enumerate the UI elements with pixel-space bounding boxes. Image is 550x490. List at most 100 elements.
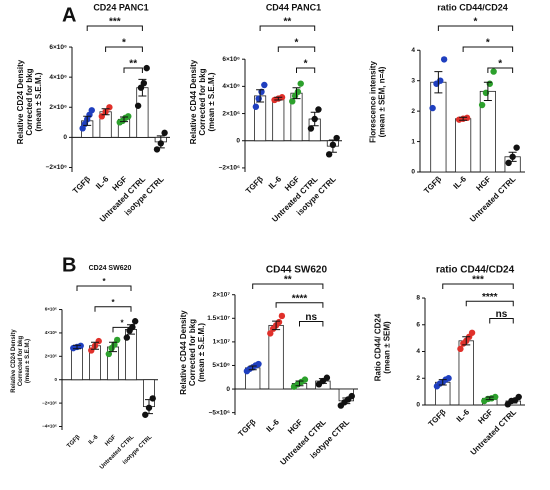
significance-label: * [122, 38, 126, 49]
error-bar [295, 380, 304, 387]
data-point [490, 68, 497, 75]
data-point [161, 129, 168, 137]
error-bar [73, 344, 81, 350]
error-bar [101, 108, 110, 116]
error-bar [138, 78, 147, 97]
significance-bracket [112, 326, 132, 333]
y-axis-label: Relative CD24 DensityCorrected for bkg(m… [11, 329, 31, 393]
y-tick-label: 4×10⁶ [45, 330, 57, 335]
data-point [307, 125, 315, 132]
y-tick-label: 1 [411, 138, 415, 145]
data-point [95, 337, 102, 345]
y-tick-label: 2 [416, 375, 420, 382]
error-bar [318, 378, 327, 384]
significance-label: **** [482, 292, 498, 303]
y-axis-label: Relative CD44 DensityCorrected for bkg(m… [179, 310, 206, 395]
data-point [275, 318, 283, 326]
significance-bracket [462, 46, 514, 52]
significance-bracket [86, 25, 143, 31]
error-bar [292, 87, 301, 100]
data-point [140, 79, 148, 87]
data-point [445, 375, 452, 382]
x-tick-label: HGF [476, 407, 494, 425]
significance-label: * [474, 17, 478, 28]
chart-title: CD24 PANC1 [93, 2, 148, 12]
significance-label: * [111, 298, 115, 307]
data-point [106, 104, 113, 111]
y-axis-label-line: (mean ± SEM, n=4) [378, 66, 387, 137]
significance-bracket [105, 46, 143, 52]
chart-title: CD44 PANC1 [266, 2, 321, 12]
significance-label: ns [496, 309, 508, 320]
chart-title: CD24 SW620 [89, 265, 132, 272]
error-bar [462, 336, 471, 346]
data-point [478, 101, 486, 109]
data-point [278, 312, 286, 320]
y-axis-label-line: Relative CD44 Density [189, 59, 198, 144]
error-bar [120, 116, 128, 123]
data-point [142, 411, 149, 418]
bar [254, 95, 267, 142]
error-bar [508, 151, 517, 162]
data-point [513, 144, 520, 151]
x-tick-label: TGFβ [236, 417, 257, 438]
y-tick-label: 6×10⁶ [49, 44, 67, 51]
data-point [143, 64, 150, 72]
data-point [252, 103, 260, 110]
significance-label: **** [292, 293, 308, 304]
significance-label: ** [284, 17, 292, 28]
x-tick-label: TGFβ [66, 434, 82, 450]
significance-bracket [252, 283, 324, 289]
chart-title: ratio CD44/CD24 [437, 2, 508, 12]
y-axis-label-line: Corrected for bkg [188, 319, 197, 386]
significance-bracket [275, 302, 324, 308]
x-tick-label: HGF [474, 174, 492, 192]
data-point [440, 56, 448, 63]
data-point [149, 395, 156, 402]
y-axis-label-line: (mean ± SEM) [383, 321, 392, 374]
data-point [88, 107, 95, 114]
data-point [492, 393, 499, 401]
y-tick-label: 2 [411, 108, 415, 115]
y-tick-label: 0 [226, 386, 230, 393]
y-tick-label: 0 [54, 377, 57, 382]
y-axis-label-line: Relative CD24 Density [16, 59, 25, 144]
data-point [105, 350, 113, 358]
data-point [468, 329, 476, 336]
error-bar [509, 398, 518, 404]
y-tick-label: 3 [411, 77, 415, 84]
data-point [261, 81, 268, 89]
x-tick-label: TGFβ [427, 407, 448, 428]
data-point [505, 159, 512, 167]
error-bar [485, 396, 494, 401]
y-tick-label: 0 [416, 402, 420, 409]
data-point [153, 146, 161, 153]
error-bar [328, 139, 337, 153]
y-tick-label: 8 [416, 295, 420, 302]
data-point [315, 106, 322, 113]
significance-label: * [295, 38, 299, 49]
y-axis-label-line: Relative CD24 Density [11, 329, 17, 393]
significance-label: ns [305, 312, 317, 323]
data-point [294, 88, 302, 96]
x-tick-label: TGFβ [422, 174, 443, 195]
error-bar [310, 111, 319, 127]
y-axis-label: Florescence intensity(mean ± SEM, n=4) [369, 61, 387, 143]
significance-label: * [120, 319, 124, 328]
data-point [134, 102, 142, 109]
y-axis-label: Relative CD24 DensityCorrected for bkg(m… [16, 59, 43, 144]
significance-bracket [489, 318, 514, 324]
y-axis-label-line: Relative CD44 Density [179, 310, 188, 395]
significance-label: ** [284, 275, 292, 286]
y-tick-label: −4×10⁶ [42, 424, 57, 429]
significance-bracket [76, 285, 132, 291]
error-bar [274, 96, 283, 101]
significance-bracket [442, 283, 514, 289]
significance-bracket [296, 67, 316, 73]
data-point [255, 360, 262, 368]
y-tick-label: 6×10⁶ [45, 307, 57, 312]
y-axis-label-line: (mean ± S.E.M.) [34, 72, 43, 131]
significance-label: ** [129, 59, 137, 70]
bar [430, 81, 447, 173]
x-tick-label: TGFβ [244, 174, 265, 195]
